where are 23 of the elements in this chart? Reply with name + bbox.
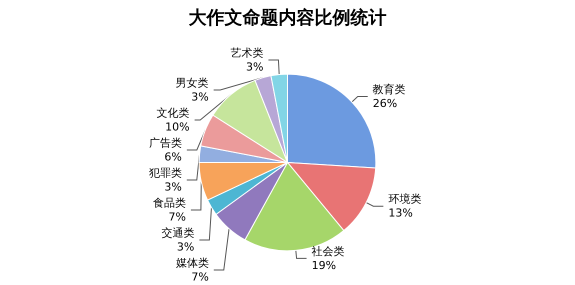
slice-label: 食品类 bbox=[152, 196, 186, 210]
data-label: 13% bbox=[388, 206, 413, 220]
data-label: 3% bbox=[164, 180, 182, 194]
data-label: 3% bbox=[246, 60, 264, 74]
data-label: 3% bbox=[176, 240, 194, 254]
slice-label: 教育类 bbox=[372, 82, 406, 96]
data-label: 19% bbox=[312, 258, 336, 272]
slice-label: 社会类 bbox=[312, 244, 345, 258]
data-label: 7% bbox=[168, 210, 186, 224]
slice-label: 环境类 bbox=[388, 192, 422, 206]
slice-label: 男女类 bbox=[176, 76, 209, 90]
slice-label: 犯罪类 bbox=[148, 166, 182, 180]
chart-title: 大作文命题内容比例统计 bbox=[188, 8, 386, 28]
data-label: 3% bbox=[191, 90, 209, 104]
data-label: 7% bbox=[191, 270, 209, 284]
slice-label: 媒体类 bbox=[176, 256, 209, 270]
slice-label: 广告类 bbox=[148, 136, 182, 150]
data-label: 10% bbox=[165, 120, 190, 134]
slice-label: 文化类 bbox=[156, 106, 190, 120]
data-label: 26% bbox=[372, 96, 398, 110]
slice-label: 艺术类 bbox=[230, 46, 264, 60]
slice-label: 交通类 bbox=[161, 226, 194, 240]
data-label: 6% bbox=[164, 150, 182, 164]
